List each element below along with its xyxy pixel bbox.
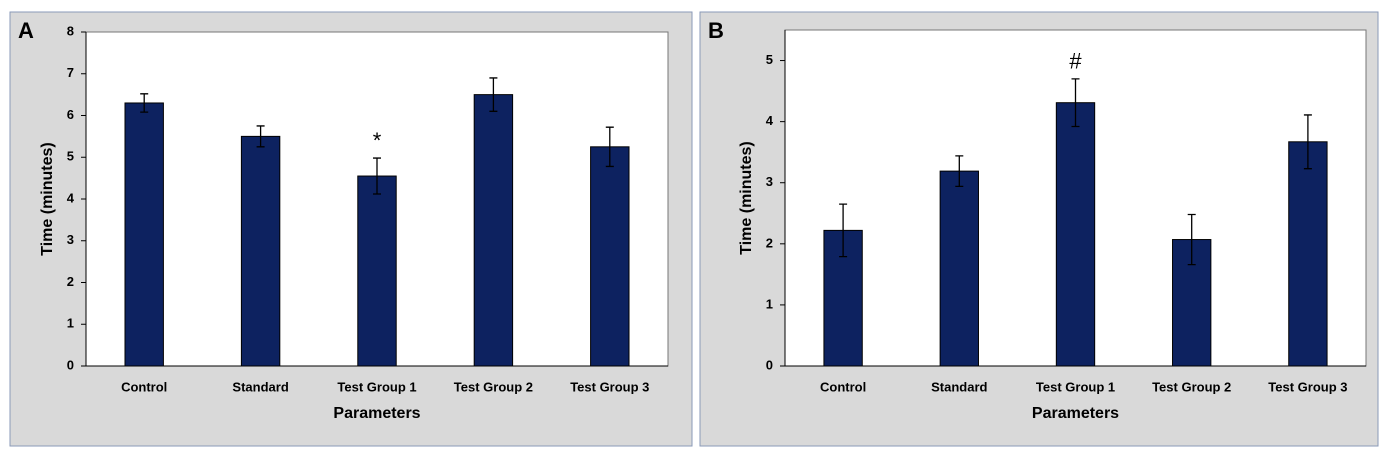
x-tick-label: Standard — [931, 379, 987, 394]
y-tick-label: 1 — [67, 316, 74, 331]
error-bar — [1303, 114, 1312, 170]
y-axis-title: Time (minutes) — [39, 142, 56, 256]
y-tick-label: 0 — [67, 357, 74, 372]
y-tick-label: 6 — [67, 107, 74, 122]
annotation: * — [373, 128, 382, 153]
bar — [357, 175, 397, 367]
x-axis-title: Parameters — [333, 405, 420, 422]
x-tick-label: Control — [820, 379, 866, 394]
bar — [590, 146, 630, 367]
y-axis-title: Time (minutes) — [738, 141, 755, 255]
error-bar — [955, 155, 964, 188]
error-bar — [256, 125, 265, 148]
bar — [939, 170, 979, 367]
error-bar — [489, 77, 498, 112]
y-tick-label: 5 — [67, 149, 74, 164]
error-bar — [140, 93, 149, 113]
y-tick-label: 7 — [67, 65, 74, 80]
y-tick-label: 2 — [766, 235, 773, 250]
y-tick-label: 2 — [67, 274, 74, 289]
y-tick-label: 4 — [67, 190, 75, 205]
bar — [1288, 141, 1328, 367]
y-tick-label: 3 — [766, 174, 773, 189]
bar — [1055, 102, 1096, 367]
y-tick-label: 3 — [67, 232, 74, 247]
y-tick-label: 5 — [766, 52, 773, 67]
y-tick-label: 4 — [766, 113, 774, 128]
panel-label: A — [18, 18, 34, 43]
x-tick-label: Test Group 1 — [1036, 379, 1115, 394]
x-axis-title: Parameters — [1032, 405, 1119, 422]
bar — [240, 135, 281, 367]
error-bar — [1187, 213, 1196, 266]
x-tick-label: Test Group 2 — [1152, 379, 1231, 394]
bar — [473, 94, 514, 367]
x-tick-label: Test Group 3 — [1268, 379, 1347, 394]
error-bar — [839, 203, 848, 258]
panel-label: B — [708, 18, 724, 43]
y-tick-label: 0 — [766, 357, 773, 372]
x-tick-label: Test Group 1 — [337, 379, 416, 394]
x-tick-label: Test Group 2 — [454, 379, 533, 394]
error-bar — [605, 126, 614, 168]
error-bar — [1071, 78, 1080, 128]
error-bar — [373, 157, 381, 195]
x-tick-label: Test Group 3 — [570, 379, 649, 394]
x-tick-label: Control — [121, 379, 167, 394]
y-tick-label: 1 — [766, 296, 773, 311]
bar — [124, 102, 164, 367]
y-tick-label: 8 — [67, 23, 74, 38]
x-tick-label: Standard — [232, 379, 288, 394]
annotation: # — [1069, 49, 1082, 74]
